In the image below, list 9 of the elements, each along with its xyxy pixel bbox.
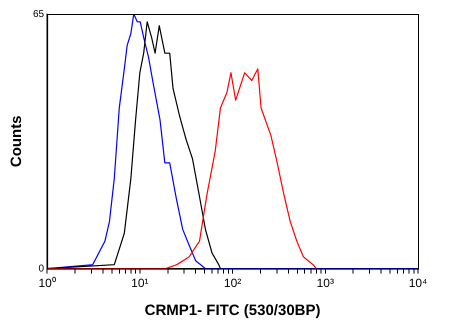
y-tick-label: 0 xyxy=(38,263,45,274)
x-tick-label: 10³ xyxy=(316,276,334,290)
x-axis-title: CRMP1- FITC (530/30BP) xyxy=(144,302,320,320)
x-tick-label: 10¹ xyxy=(131,276,149,290)
x-tick-label: 10⁰ xyxy=(38,276,56,290)
x-tick-label: 10² xyxy=(224,276,242,290)
y-axis-title: Counts xyxy=(8,115,26,168)
y-tick-label: 65 xyxy=(33,8,45,20)
x-tick-label: 10⁴ xyxy=(408,276,428,290)
